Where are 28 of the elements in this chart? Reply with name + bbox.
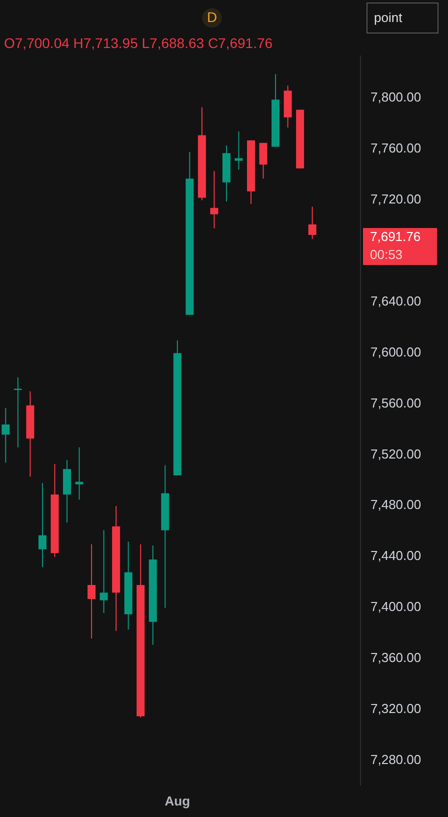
- text: 7,691.76: [370, 229, 421, 244]
- candlestick: [2, 407, 10, 464]
- text: D: [206, 9, 218, 25]
- y-tick-label: 7,440.00: [370, 548, 422, 564]
- y-tick-label: 7,400.00: [370, 599, 422, 614]
- y-tick-label: 7,640.00: [370, 293, 422, 308]
- y-tick-label: 7,360.00: [370, 650, 422, 666]
- y-tick-label: 7,480.00: [370, 497, 422, 512]
- candlestick: [38, 482, 46, 568]
- y-tick-label: 7,720.00: [370, 191, 422, 206]
- candlestick: [308, 206, 316, 240]
- text: O7,700.04 H7,713.95 L7,688.63 C7,691.76: [4, 35, 273, 51]
- y-tick-label: 7,320.00: [370, 701, 422, 716]
- y-tick-label: 7,560.00: [370, 395, 422, 410]
- candlestick: [259, 142, 268, 180]
- text: point: [374, 10, 403, 25]
- y-tick-label: 7,760.00: [370, 140, 422, 156]
- y-tick-label: 7,520.00: [370, 446, 422, 462]
- y-tick-label: 7,800.00: [370, 90, 422, 105]
- candlestick: [234, 130, 243, 170]
- candlestick: [88, 544, 96, 639]
- y-tick-label: 7,280.00: [370, 752, 422, 768]
- y-tick-label: 7,600.00: [370, 344, 422, 360]
- candlestick: [75, 446, 84, 500]
- candlestick: [100, 530, 108, 614]
- candlestick: [210, 170, 218, 229]
- text: 00:53: [370, 247, 403, 262]
- x-tick-label: Aug: [164, 794, 190, 808]
